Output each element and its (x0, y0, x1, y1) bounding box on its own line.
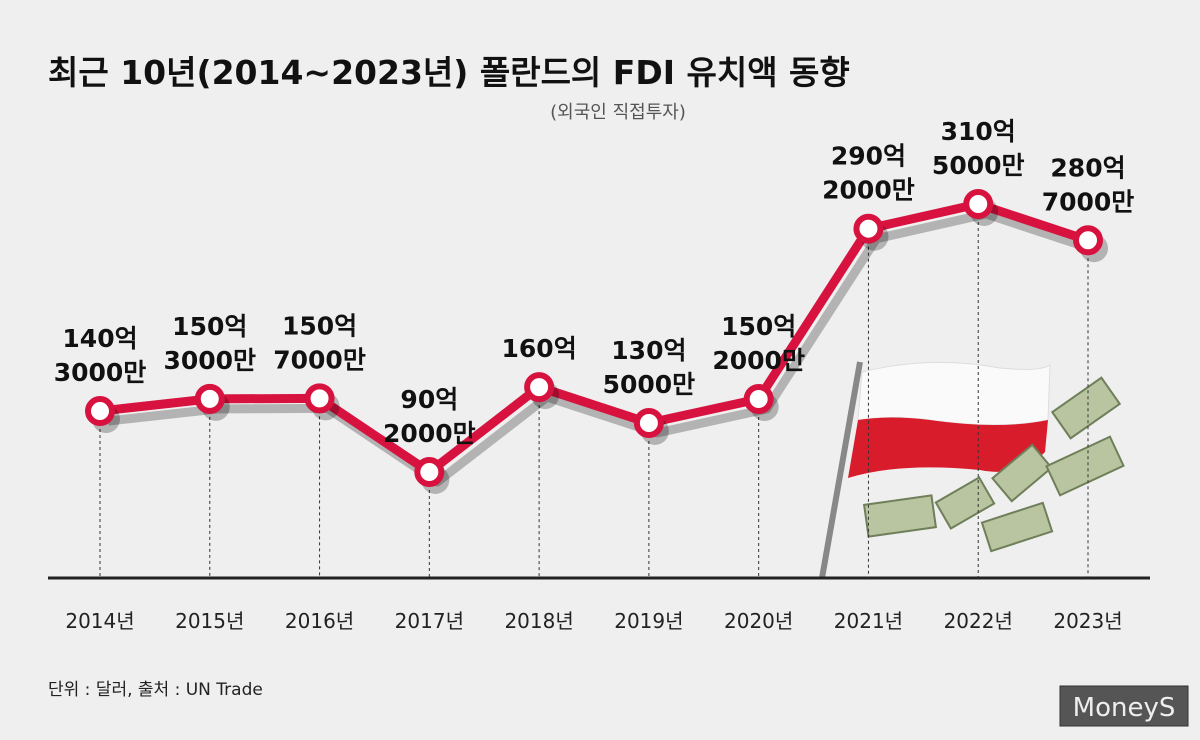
value-label: 160억 (502, 334, 577, 363)
value-label: 2000만 (712, 346, 805, 375)
banknote (1050, 376, 1122, 440)
marker (633, 407, 664, 438)
chart-title: 최근 10년(2014~2023년) 폴란드의 FDI 유치액 동향 (48, 53, 850, 92)
banknote (980, 501, 1054, 553)
x-tick-label: 2015년 (175, 609, 244, 633)
x-tick-label: 2014년 (65, 609, 134, 633)
x-tick-label: 2018년 (504, 609, 573, 633)
x-tick-label: 2021년 (834, 609, 903, 633)
watermark-box (1059, 685, 1189, 727)
x-tick-label: 2017년 (395, 609, 464, 633)
flag-pole (819, 361, 863, 579)
line (99, 199, 1090, 477)
x-tick-label: 2020년 (724, 609, 793, 633)
value-label: 280억 (1050, 153, 1125, 182)
banknote (991, 443, 1053, 503)
value-label: 2000만 (383, 419, 476, 448)
value-label: 5000만 (603, 370, 696, 399)
flag-white (857, 361, 1051, 426)
line-shadow (107, 209, 1098, 487)
chart-subtitle: (외국인 직접투자) (550, 102, 686, 123)
value-label: 5000만 (932, 151, 1025, 180)
value-label: 310억 (941, 117, 1016, 146)
x-tick-label: 2022년 (944, 609, 1013, 633)
x-tick-label: 2016년 (285, 609, 354, 633)
value-label: 150억 (282, 311, 357, 340)
x-tick-label: 2023년 (1053, 609, 1122, 633)
marker (743, 384, 774, 415)
marker (304, 383, 335, 414)
value-label: 130억 (611, 336, 686, 365)
flag-red (848, 417, 1048, 478)
note: 단위 : 달러, 출처 : UN Trade (48, 680, 263, 700)
watermark: MoneyS (1073, 693, 1176, 723)
x-tick-label: 2019년 (614, 609, 683, 633)
value-label: 7000만 (1042, 187, 1135, 216)
value-label: 7000만 (273, 345, 366, 374)
marker (85, 396, 115, 427)
banknote (862, 494, 938, 538)
value-label: 3000만 (54, 358, 147, 387)
value-label: 140억 (62, 324, 137, 353)
value-label: 150억 (172, 312, 247, 341)
marker (524, 372, 555, 403)
marker (1073, 225, 1103, 256)
banknote (934, 476, 996, 530)
value-label: 150억 (721, 312, 796, 341)
marker (853, 213, 884, 244)
marker (963, 189, 994, 219)
value-label: 290억 (831, 142, 906, 171)
value-label: 3000만 (163, 346, 256, 375)
illustration (819, 361, 1125, 579)
value-label: 2000만 (822, 176, 915, 205)
marker (194, 383, 225, 414)
banknote (1045, 435, 1125, 497)
marker (414, 457, 445, 487)
value-label: 90억 (400, 385, 458, 414)
